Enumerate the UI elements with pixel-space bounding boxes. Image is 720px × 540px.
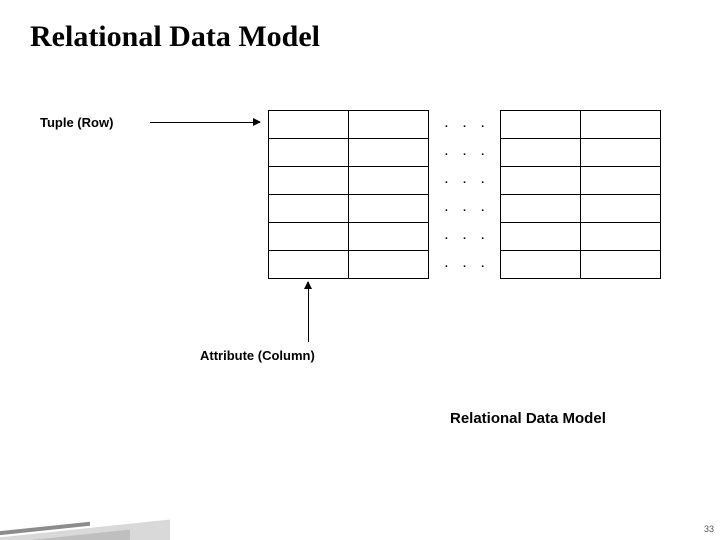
table-row	[501, 139, 661, 167]
table-right-block	[500, 110, 661, 279]
ellipsis-row: . . .	[440, 194, 495, 222]
table-row	[501, 111, 661, 139]
slide-corner-decoration	[0, 490, 180, 540]
ellipsis-row: . . .	[440, 222, 495, 250]
ellipsis-row: . . .	[440, 250, 495, 278]
subtitle-label: Relational Data Model	[450, 410, 606, 427]
table-left-block	[268, 110, 429, 279]
ellipsis-row: . . .	[440, 138, 495, 166]
page-number: 33	[704, 524, 714, 534]
table-row	[269, 139, 429, 167]
table-row	[501, 167, 661, 195]
ellipsis-row: . . .	[440, 166, 495, 194]
table-row	[501, 223, 661, 251]
table-row	[269, 167, 429, 195]
tuple-arrow	[150, 122, 260, 123]
table-row	[269, 223, 429, 251]
tuple-row-label: Tuple (Row)	[40, 115, 113, 130]
attribute-column-label: Attribute (Column)	[200, 348, 315, 363]
table-row	[269, 195, 429, 223]
table-row	[501, 195, 661, 223]
table-row	[501, 251, 661, 279]
table-row	[269, 251, 429, 279]
table-row	[269, 111, 429, 139]
page-title: Relational Data Model	[30, 20, 320, 54]
ellipsis-column: . . . . . . . . . . . . . . . . . .	[440, 110, 495, 278]
ellipsis-row: . . .	[440, 110, 495, 138]
attribute-arrow	[308, 282, 309, 342]
